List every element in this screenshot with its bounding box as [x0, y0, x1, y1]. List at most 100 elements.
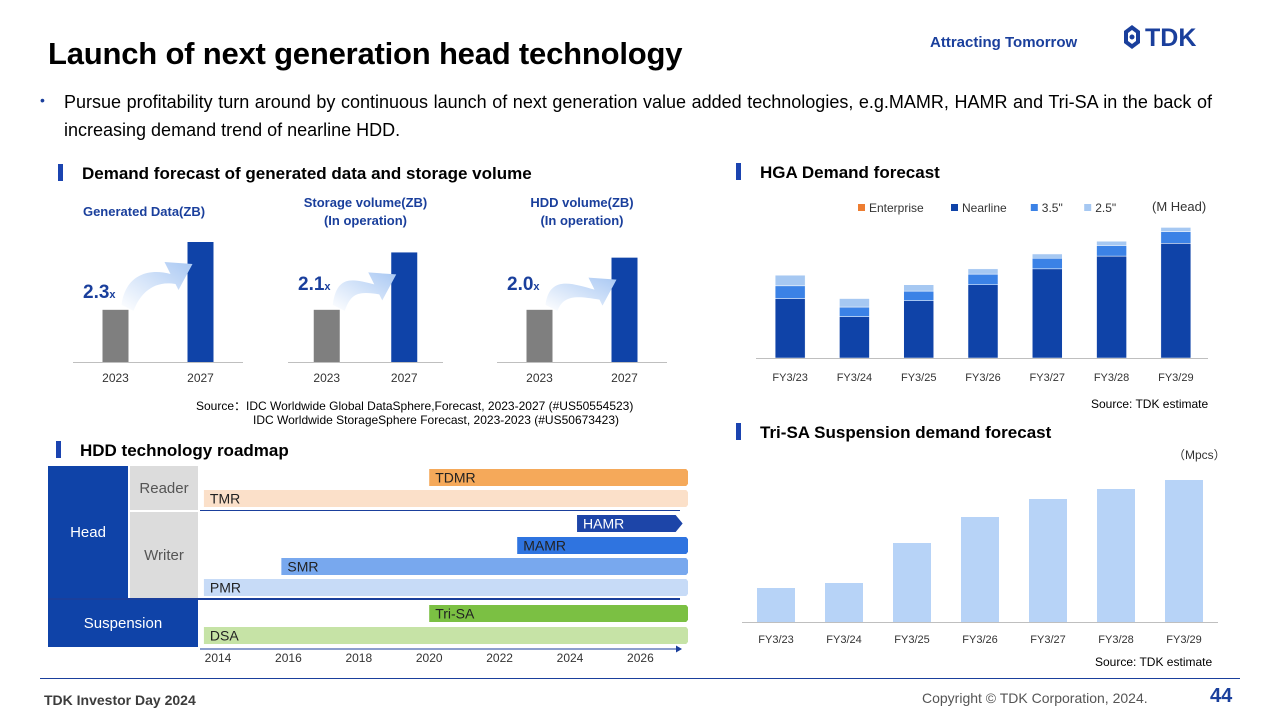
footer-copyright: Copyright © TDK Corporation, 2024. [922, 690, 1148, 706]
tick-label: 2027 [391, 371, 418, 385]
stacked-segment [903, 290, 934, 301]
chart-title: Storage volume(ZB) [304, 195, 428, 210]
unit-label: （Mpcs） [1173, 448, 1226, 462]
bar-2027 [391, 252, 418, 362]
stacked-segment [1032, 257, 1063, 270]
section-marker [56, 441, 61, 458]
chart-subtitle: (In operation) [324, 213, 407, 228]
tick-label: FY3/26 [962, 634, 997, 646]
footer-event: TDK Investor Day 2024 [44, 692, 196, 708]
roadmap-axis-label: 2018 [345, 651, 372, 665]
chart-title: Generated Data(ZB) [83, 204, 205, 219]
bar [1029, 499, 1067, 622]
roadmap-row-suspension: Suspension [48, 600, 198, 647]
bar-2027 [187, 242, 214, 362]
roadmap-bars: TDMR TMR HAMR MAMR SMR PMR Tri-SA DSA 2014 2016 20… [200, 469, 688, 665]
multiplier-label: 2.3x [83, 282, 116, 303]
stacked-segment [1160, 227, 1192, 232]
roadmap-row-reader: Reader [130, 466, 198, 510]
section-marker [58, 164, 63, 181]
section-marker [736, 163, 741, 180]
roadmap-bar-label: MAMR [523, 538, 566, 554]
stacked-segment [774, 274, 806, 287]
chart-title: HDD volume(ZB) [530, 195, 633, 210]
bar-2023 [313, 309, 340, 362]
tagline: Attracting Tomorrow [930, 34, 1078, 51]
legend-swatch [1084, 204, 1092, 211]
stacked-segment [1096, 255, 1127, 359]
tick-label: FY3/26 [965, 372, 1000, 384]
tick-label: 2023 [313, 371, 340, 385]
roadmap-bar-smr [281, 558, 688, 575]
stacked-segment [1032, 268, 1063, 359]
tick-label: FY3/27 [1030, 634, 1065, 646]
stacked-segment [967, 268, 999, 275]
stacked-segment [839, 306, 870, 317]
hga-section-title: HGA Demand forecast [760, 163, 940, 182]
bar [757, 588, 795, 622]
bar-2023 [526, 309, 553, 362]
unit-label: (M Head) [1152, 199, 1206, 214]
hga-source: Source: TDK estimate [1091, 397, 1209, 411]
stacked-segment [967, 284, 999, 359]
page-number: 44 [1210, 685, 1233, 707]
stacked-segment [774, 298, 806, 359]
tick-label: 2023 [102, 371, 129, 385]
stacked-segment [903, 300, 934, 359]
roadmap-axis-label: 2016 [275, 651, 302, 665]
roadmap: Head Reader Writer Suspension TDMR TMR HAM… [48, 466, 688, 666]
roadmap-bar-label: Tri-SA [435, 606, 475, 622]
roadmap-bar-tmr [203, 490, 688, 507]
tick-label: FY3/28 [1094, 372, 1129, 384]
roadmap-bar-hamr [577, 515, 683, 532]
tick-label: FY3/25 [894, 634, 929, 646]
roadmap-row-writer: Writer [130, 512, 198, 598]
bar [1165, 480, 1203, 622]
stacked-segment [1032, 253, 1063, 259]
trisa-chart: （Mpcs） FY3/23 FY3/24 FY3/25 FY3/26 FY3/27 FY3/… [742, 448, 1226, 646]
trisa-source: Source: TDK estimate [1095, 655, 1213, 669]
roadmap-axis-label: 2024 [557, 651, 584, 665]
tick-label: FY3/25 [901, 372, 936, 384]
roadmap-axis-arrow [676, 645, 682, 653]
intro-bullet: Pursue profitability turn around by cont… [64, 92, 1212, 140]
roadmap-axis-label: 2020 [416, 651, 443, 665]
roadmap-bar-label: TDMR [435, 470, 475, 486]
bar-2027 [611, 257, 638, 362]
stacked-segment [1160, 243, 1192, 359]
section-marker [736, 423, 741, 440]
bar [825, 583, 863, 622]
tick-label: FY3/23 [758, 634, 793, 646]
demand-source-line1: Source：IDC Worldwide Global DataSphere,F… [196, 399, 634, 413]
roadmap-bar-tdmr [429, 469, 688, 486]
roadmap-divider [200, 510, 680, 511]
tick-label: FY3/23 [772, 372, 807, 384]
chart-subtitle: (In operation) [540, 213, 623, 228]
tick-label: FY3/24 [826, 634, 861, 646]
legend-label: 3.5" [1042, 201, 1063, 215]
stacked-segment [903, 284, 934, 292]
roadmap-row-head: Head [48, 466, 128, 598]
roadmap-bar-tri-sa [429, 605, 688, 622]
roadmap-bar-label: HAMR [583, 516, 624, 532]
demand-charts: 2023 2027 2.3x Generated Data(ZB) 2023 2027 2.… [73, 195, 667, 385]
legend-label: 2.5" [1095, 201, 1116, 215]
stacked-segment [839, 298, 870, 308]
tick-label: 2023 [526, 371, 553, 385]
roadmap-axis-label: 2022 [486, 651, 513, 665]
bar [961, 517, 999, 622]
multiplier-suffix: x [324, 281, 331, 293]
multiplier-label: 2.0x [507, 274, 540, 295]
roadmap-bar-mamr [517, 537, 688, 554]
roadmap-axis-label: 2026 [627, 651, 654, 665]
roadmap-bar-label: PMR [210, 580, 241, 596]
tdk-logo-icon [1124, 25, 1140, 49]
growth-arrow [121, 262, 193, 311]
tick-label: FY3/29 [1166, 634, 1201, 646]
page-title: Launch of next generation head technolog… [48, 36, 683, 71]
stacked-segment [1096, 245, 1127, 257]
stacked-segment [967, 273, 999, 286]
bullet-dot: • [40, 92, 45, 108]
stacked-segment [1096, 240, 1127, 246]
roadmap-section-title: HDD technology roadmap [80, 441, 289, 460]
